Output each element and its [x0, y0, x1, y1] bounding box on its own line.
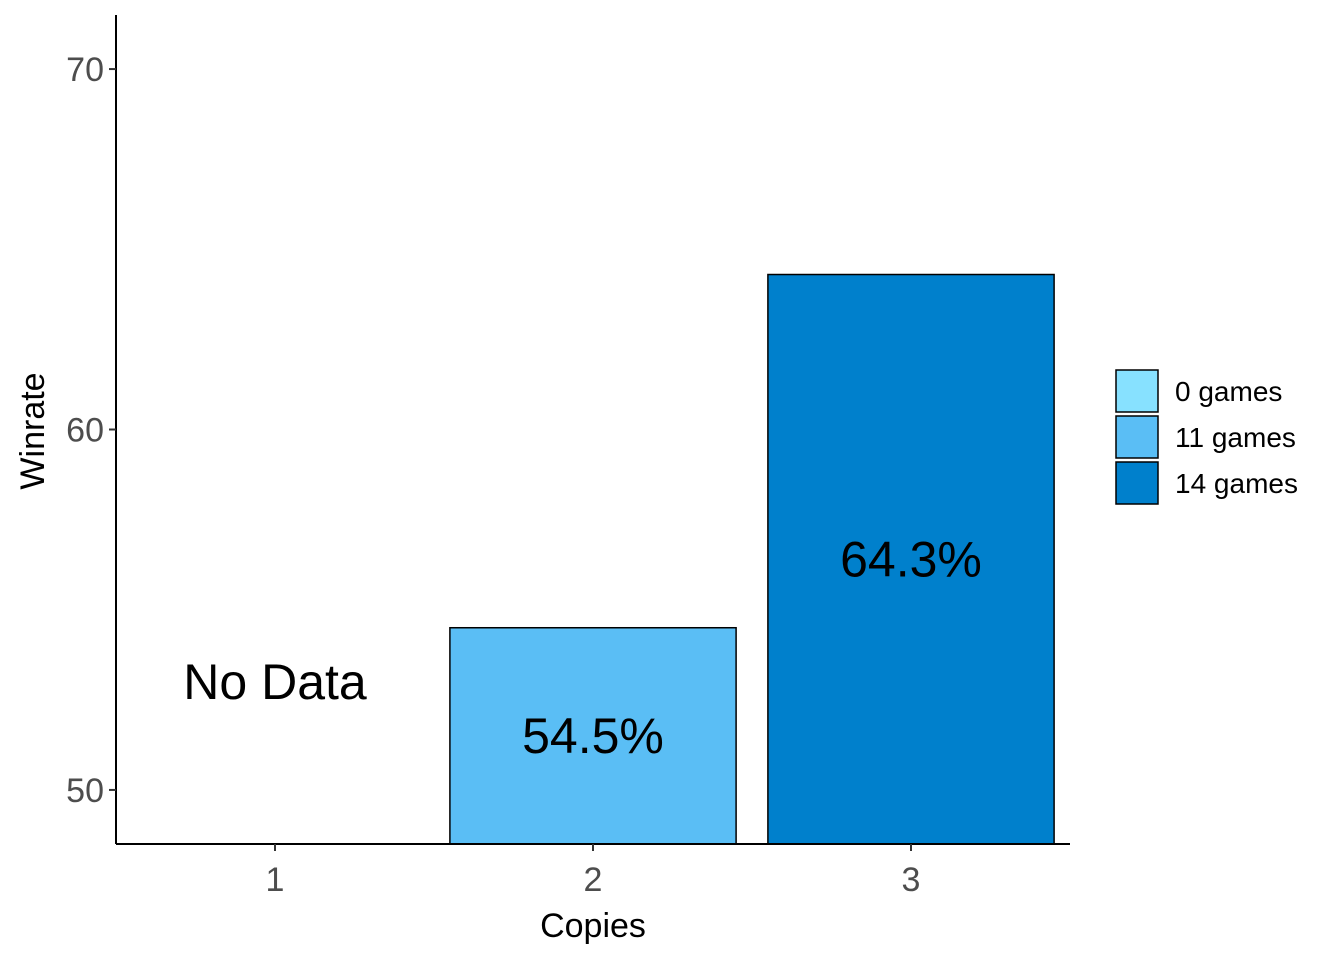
labels-layer: No Data 54.5% 64.3% — [183, 531, 982, 764]
legend-key-0 — [1115, 369, 1159, 413]
bars-layer — [449, 273, 1055, 845]
bar-label-1: No Data — [183, 654, 367, 710]
bar-3 — [767, 273, 1055, 845]
x-tick-label-1: 1 — [266, 861, 285, 899]
y-axis-title: Winrate — [14, 372, 52, 489]
legend-label-2: 14 games — [1175, 468, 1298, 499]
y-tick-label-70: 70 — [66, 51, 104, 89]
legend-key-1 — [1115, 415, 1159, 459]
bar-label-3: 64.3% — [840, 531, 982, 587]
x-tick-label-2: 2 — [584, 861, 603, 899]
legend-label-0: 0 games — [1175, 376, 1282, 407]
x-tick-label-3: 3 — [902, 861, 921, 899]
y-tick-label-50: 50 — [66, 772, 104, 810]
legend: 0 games 11 games 14 games — [1115, 369, 1298, 505]
bar-label-2: 54.5% — [522, 708, 664, 764]
legend-label-1: 11 games — [1175, 422, 1296, 453]
y-tick-label-60: 60 — [66, 412, 104, 450]
bar-2 — [449, 626, 737, 845]
legend-key-2 — [1115, 461, 1159, 505]
x-axis-title: Copies — [540, 907, 646, 945]
axes-layer: 50 60 70 1 2 3 — [66, 15, 1070, 899]
